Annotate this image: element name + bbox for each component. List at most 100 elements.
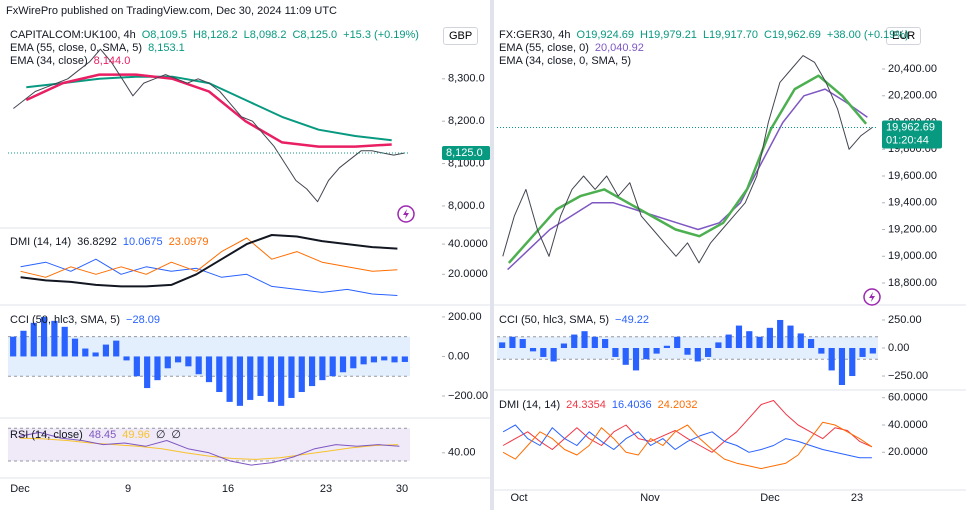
- histogram-bar: [164, 356, 171, 369]
- legend-item: 24.2032: [657, 399, 698, 411]
- histogram-bar: [684, 348, 691, 355]
- currency[interactable]: GBP: [443, 27, 479, 45]
- legend-item: 36.8292: [77, 236, 117, 248]
- y-tick-label: 19,200.00: [888, 223, 937, 235]
- legend-item: +15.3 (+0.19%): [343, 29, 419, 41]
- histogram-bar: [766, 327, 773, 349]
- legend-row: EMA (55, close, 0) 20,040.92: [499, 42, 915, 55]
- series-line: [20, 258, 398, 296]
- histogram-bar: [10, 336, 17, 357]
- legend-item: DMI (14, 14): [10, 236, 72, 248]
- x-tick-label: 16: [222, 483, 234, 495]
- histogram-bar: [828, 348, 835, 371]
- y-tick-label: 20.0000: [448, 268, 488, 280]
- legend-item: DMI (14, 14): [499, 399, 561, 411]
- legend-item: 24.3354: [566, 399, 606, 411]
- histogram-bar: [216, 356, 223, 393]
- legend-item: C19,962.69: [764, 29, 821, 41]
- histogram-bar: [560, 343, 568, 349]
- legend-item: CAPITALCOM:UK100, 4h: [10, 29, 136, 41]
- histogram-bar: [195, 356, 202, 375]
- histogram-bar: [663, 345, 670, 349]
- x-tick-label: 30: [396, 483, 408, 495]
- histogram-bar: [370, 356, 378, 363]
- y-tick-label: 8,300.0: [448, 73, 485, 85]
- legend-item: 23.0979: [168, 236, 209, 248]
- legend-row: EMA (55, close, 0, SMA, 5) 8,153.1: [10, 42, 425, 55]
- y-tick-label: 0.00: [888, 342, 909, 354]
- y-tick-label: 18,800.00: [888, 277, 937, 289]
- histogram-bar: [401, 356, 408, 362]
- legend-item: EMA (55, close, 0, SMA, 5): [10, 42, 143, 54]
- legend-item: 20,040.92: [594, 42, 644, 54]
- price-tag-label: 8,125.0: [446, 147, 483, 159]
- price-tag: [882, 120, 942, 149]
- y-tick-label: 20.0000: [888, 446, 928, 458]
- legend-item: +38.00 (+0.19%): [826, 29, 909, 41]
- histogram-bar: [838, 348, 846, 385]
- histogram-bar: [519, 339, 526, 349]
- alert-icon-bolt: [403, 209, 409, 219]
- alert-icon-bolt: [869, 292, 875, 302]
- legend-item: 49.96: [122, 429, 150, 441]
- legend-row: EMA (34, close) 8,144.0: [10, 55, 425, 68]
- histogram-bar: [61, 326, 68, 357]
- y-tick-label: 8,100.0: [448, 157, 485, 169]
- legend-item: ∅: [155, 429, 166, 441]
- histogram-bar: [777, 319, 784, 349]
- price-tag-label: 19,962.69: [886, 121, 935, 133]
- legend-item: L8,098.2: [243, 29, 287, 41]
- histogram-bar: [653, 348, 660, 354]
- band: [8, 428, 410, 461]
- histogram-bar: [308, 356, 316, 387]
- series-line: [507, 74, 868, 264]
- histogram-bar: [807, 339, 815, 349]
- legend-item: 48.45: [88, 429, 117, 441]
- legend-row: DMI (14, 14) 24.3354 16.4036 24.2032: [499, 399, 703, 412]
- histogram-bar: [869, 348, 876, 354]
- histogram-bar: [30, 322, 37, 357]
- histogram-bar: [51, 320, 58, 357]
- series-line: [19, 437, 399, 460]
- histogram-bar: [40, 316, 48, 357]
- histogram-bar: [391, 356, 398, 363]
- histogram-bar: [278, 356, 285, 406]
- legend-item: O19,924.69: [576, 29, 635, 41]
- y-tick-label: 19,600.00: [888, 170, 937, 182]
- histogram-bar: [267, 356, 274, 402]
- histogram-bar: [581, 331, 588, 349]
- histogram-bar: [529, 348, 537, 352]
- histogram-bar: [674, 336, 681, 349]
- histogram-bar: [339, 356, 347, 373]
- histogram-bar: [174, 356, 182, 363]
- histogram-bar: [71, 338, 79, 357]
- x-tick-label: 23: [320, 483, 332, 495]
- x-tick-label: 23: [851, 492, 863, 504]
- histogram-bar: [797, 333, 804, 349]
- histogram-bar: [381, 356, 388, 361]
- histogram-bar: [715, 342, 722, 349]
- histogram-bar: [257, 356, 264, 396]
- series-line: [18, 431, 400, 466]
- currency[interactable]: EUR: [886, 27, 922, 45]
- histogram-bar: [185, 356, 192, 367]
- legend-item: 8,153.1: [148, 42, 185, 54]
- series-line: [502, 424, 872, 459]
- histogram-bar: [144, 356, 151, 389]
- y-tick-label: 40.00: [448, 447, 476, 459]
- histogram-bar: [154, 356, 161, 381]
- legend-row: CCI (50, hlc3, SMA, 5) −49.22: [499, 314, 655, 327]
- legend-item: H19,979.21: [640, 29, 697, 41]
- histogram-bar: [694, 348, 701, 362]
- histogram-bar: [123, 356, 130, 361]
- legend-item: CCI (50, hlc3, SMA, 5): [10, 314, 121, 326]
- histogram-bar: [705, 348, 712, 357]
- divider: [490, 0, 494, 510]
- histogram-bar: [102, 344, 110, 357]
- histogram-bar: [329, 356, 336, 377]
- alert-icon[interactable]: [397, 205, 415, 223]
- alert-icon[interactable]: [863, 288, 881, 306]
- histogram-bar: [756, 336, 763, 349]
